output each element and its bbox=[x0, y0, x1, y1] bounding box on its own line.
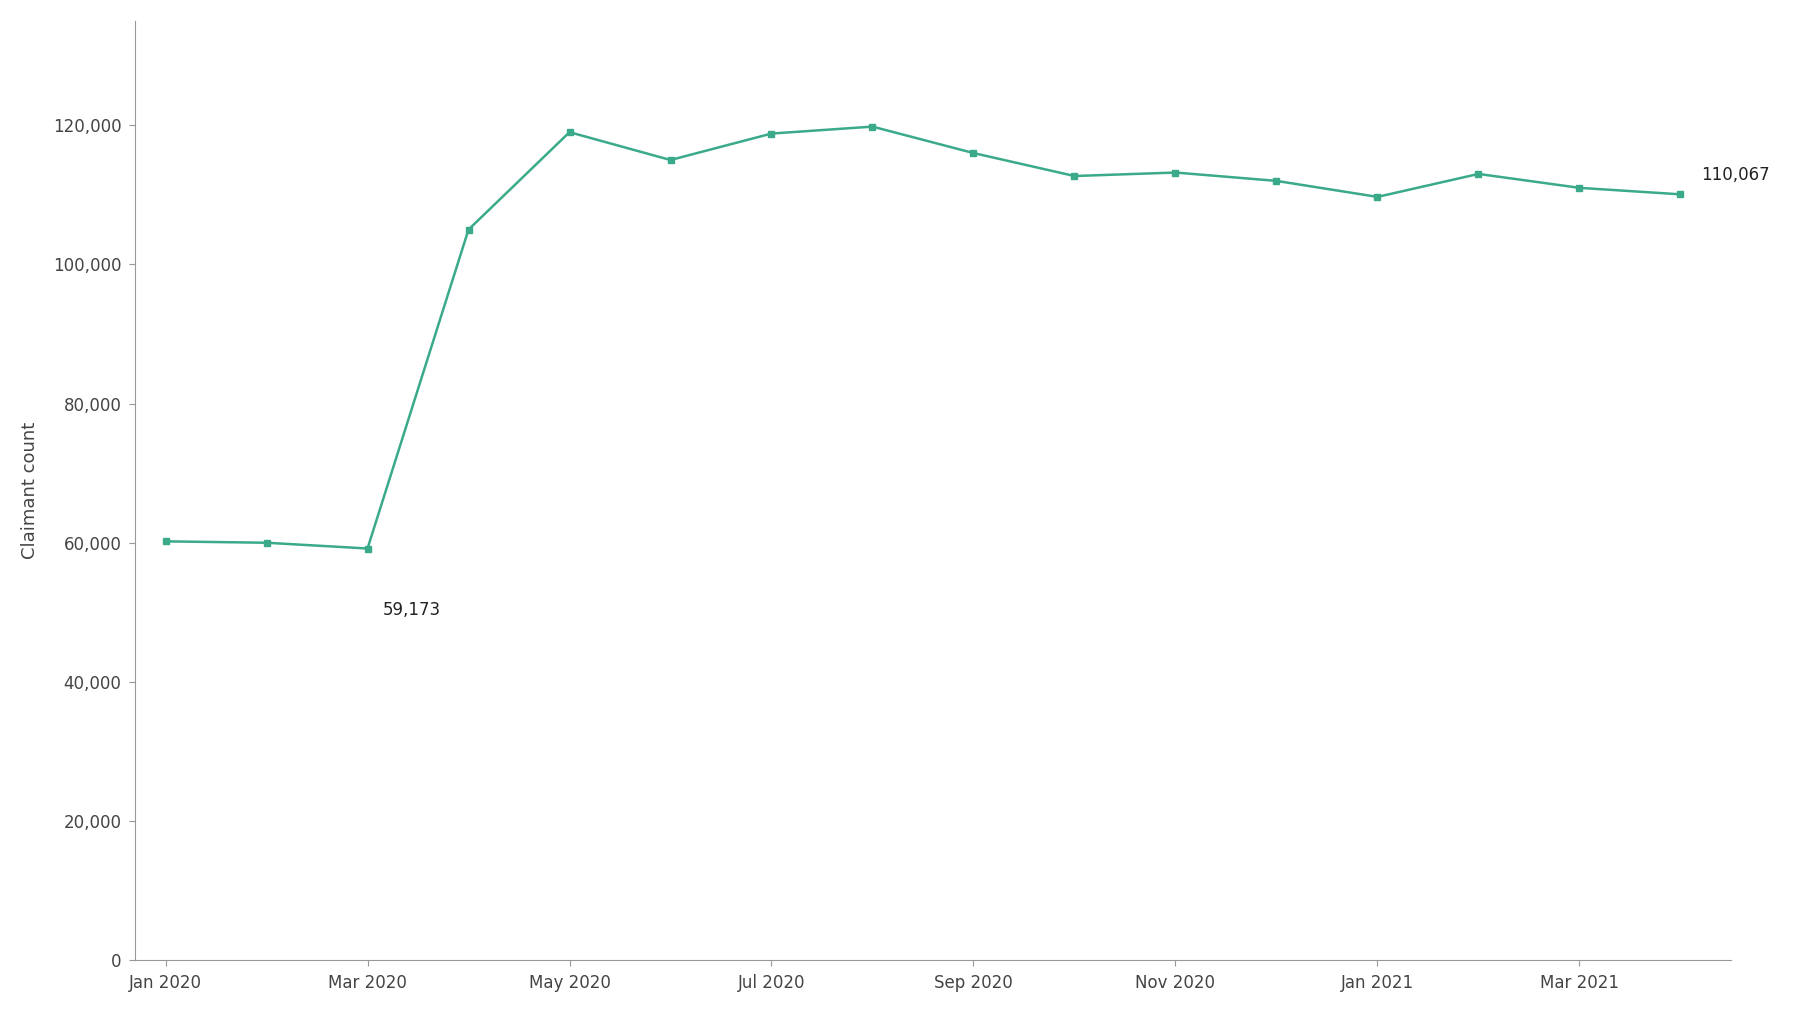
Y-axis label: Claimant count: Claimant count bbox=[22, 422, 39, 559]
Text: 59,173: 59,173 bbox=[382, 601, 441, 619]
Text: 110,067: 110,067 bbox=[1701, 166, 1769, 184]
